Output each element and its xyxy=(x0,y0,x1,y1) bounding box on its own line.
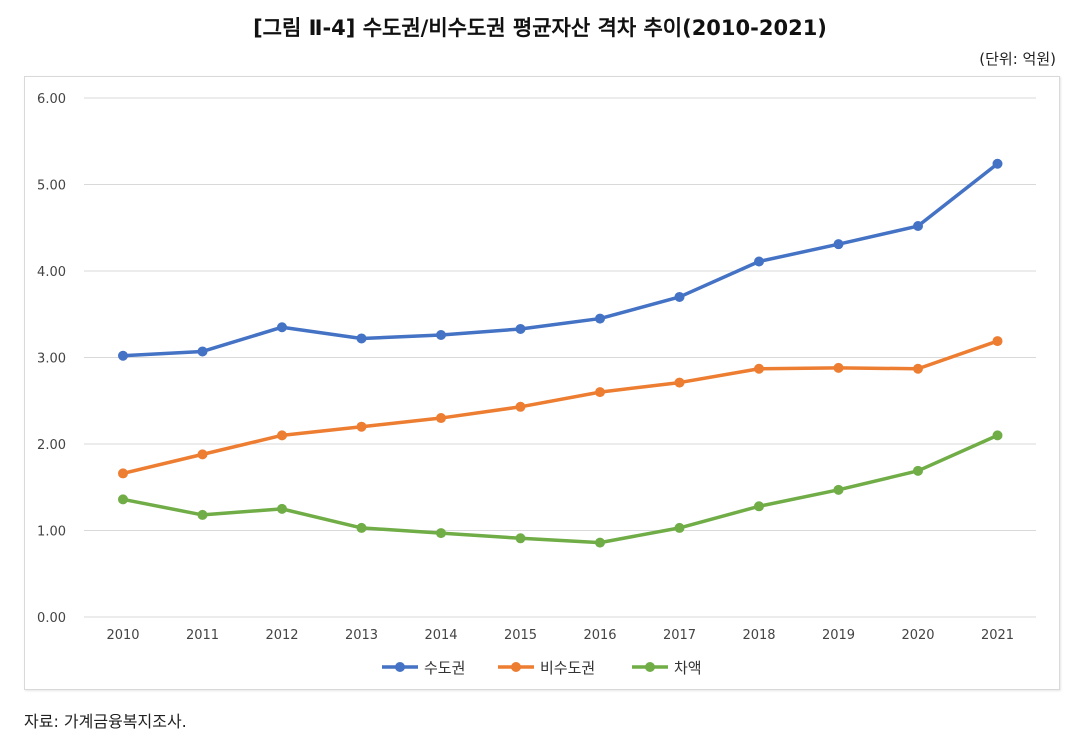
data-point xyxy=(913,465,923,476)
data-point xyxy=(754,363,764,374)
data-point xyxy=(515,533,526,544)
data-point xyxy=(197,346,208,357)
data-point xyxy=(197,449,208,460)
data-point xyxy=(674,377,685,388)
source-note: 자료: 가계금융복지조사. xyxy=(24,712,187,731)
data-point xyxy=(436,528,446,539)
legend-marker xyxy=(395,662,405,672)
x-tick-label: 2021 xyxy=(981,628,1014,643)
x-tick-label: 2011 xyxy=(186,628,219,643)
x-tick-label: 2012 xyxy=(265,628,298,643)
series-line xyxy=(121,339,1000,476)
data-point xyxy=(277,322,287,333)
unit-label: (단위: 억원) xyxy=(979,50,1056,68)
x-tick-label: 2018 xyxy=(742,628,775,643)
data-point xyxy=(913,221,923,232)
series-line xyxy=(121,161,1000,358)
y-tick-label: 5.00 xyxy=(37,179,66,194)
data-point xyxy=(436,330,446,341)
y-tick-label: 2.00 xyxy=(37,438,66,453)
x-tick-label: 2014 xyxy=(424,628,457,643)
data-point xyxy=(913,363,923,374)
x-tick-label: 2010 xyxy=(106,628,139,643)
y-tick-label: 1.00 xyxy=(37,525,66,540)
y-tick-label: 3.00 xyxy=(37,352,66,367)
x-tick-label: 2015 xyxy=(504,628,537,643)
data-point xyxy=(754,501,764,512)
data-point xyxy=(515,401,526,412)
y-tick-label: 6.00 xyxy=(37,92,66,107)
data-point xyxy=(118,494,128,505)
legend-label: 차액 xyxy=(674,659,702,677)
data-point xyxy=(277,430,287,441)
data-point xyxy=(356,421,367,432)
data-point xyxy=(833,362,844,373)
data-point xyxy=(277,503,287,514)
data-point xyxy=(595,537,605,548)
y-tick-label: 0.00 xyxy=(37,611,66,626)
data-point xyxy=(118,350,128,361)
data-point xyxy=(595,313,605,324)
data-point xyxy=(992,158,1003,169)
data-point xyxy=(674,522,685,533)
data-point xyxy=(674,291,685,302)
data-point xyxy=(356,333,367,344)
data-point xyxy=(356,522,367,533)
legend-marker xyxy=(511,662,521,672)
legend-label: 수도권 xyxy=(424,659,465,677)
data-point xyxy=(595,387,605,398)
data-point xyxy=(833,239,844,250)
data-point xyxy=(754,256,764,267)
data-point xyxy=(992,430,1003,441)
x-tick-label: 2019 xyxy=(822,628,855,643)
y-tick-label: 4.00 xyxy=(37,265,66,280)
data-point xyxy=(992,336,1003,347)
chart-frame xyxy=(24,76,1060,690)
data-point xyxy=(118,468,128,479)
data-point xyxy=(833,484,844,495)
data-point xyxy=(436,413,446,424)
data-point xyxy=(515,323,526,334)
x-tick-label: 2013 xyxy=(345,628,378,643)
x-tick-label: 2017 xyxy=(663,628,696,643)
x-tick-label: 2016 xyxy=(583,628,616,643)
series-line xyxy=(121,433,1000,545)
x-tick-label: 2020 xyxy=(901,628,934,643)
legend-marker xyxy=(645,662,655,672)
chart-title: [그림 Ⅱ-4] 수도권/비수도권 평균자산 격차 추이(2010-2021) xyxy=(253,16,827,40)
data-point xyxy=(197,509,208,520)
legend-label: 비수도권 xyxy=(540,659,595,677)
